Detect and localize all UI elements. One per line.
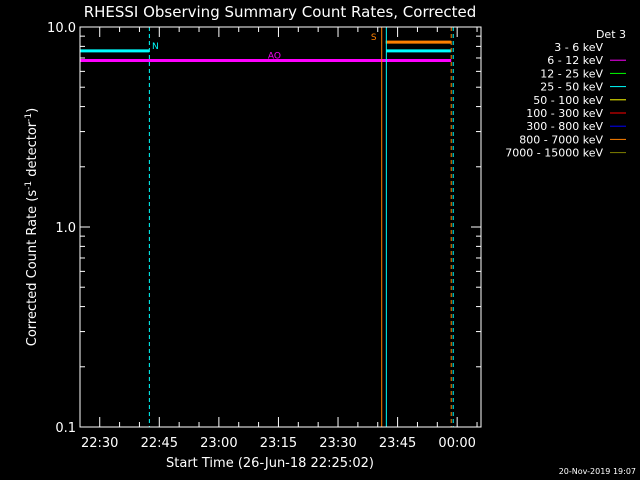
y-tick-label: 10.0 [47,21,76,36]
legend-label: 100 - 300 keV [526,107,603,120]
x-axis-label: Start Time (26-Jun-18 22:25:02) [166,456,374,471]
x-tick-label: 23:15 [260,436,297,451]
y-tick-label: 0.1 [55,421,76,436]
y-axis-label-part: Corrected Count Rate (s [25,190,40,347]
vline-layer [79,27,454,427]
legend-label: 300 - 800 keV [526,120,603,133]
legend-label: 7000 - 15000 keV [505,147,603,160]
annotation-label: S [371,33,377,43]
annotation-label: N [152,42,159,52]
y-tick-label: 1.0 [55,221,76,236]
axis-layer: 10.0 1.0 0.1 22:30 22:45 23:00 23:15 23:30 23:45… [47,21,481,451]
y-axis-label-superscript: -1 [24,113,34,122]
x-tick-label: 23:45 [379,436,416,451]
y-axis-label-superscript: -1 [24,181,34,190]
x-tick-label: 22:45 [141,436,178,451]
chart-title: RHESSI Observing Summary Count Rates, Co… [84,3,477,21]
legend-label: 3 - 6 keV [554,41,603,54]
footer-date: 20-Nov-2019 19:07 [559,467,636,476]
legend-label: 6 - 12 keV [547,54,603,67]
y-axis-label: Corrected Count Rate (s-1 detector-1) [24,108,40,346]
legend-title: Det 3 [596,28,626,41]
series-layer [80,40,452,62]
x-tick-label: 00:00 [438,436,475,451]
x-tick-label: 23:00 [200,436,237,451]
legend-label: 50 - 100 keV [533,94,603,107]
legend-label: 800 - 7000 keV [519,133,603,146]
legend-label: 12 - 25 keV [540,67,603,80]
x-tick-label: 22:30 [81,436,118,451]
legend-label: 25 - 50 keV [540,81,603,94]
annotation-layer: N AO S [152,33,377,61]
y-axis-label-part: detector [25,121,40,181]
annotation-label: AO [268,51,281,61]
x-tick-label: 23:30 [319,436,356,451]
y-axis-label-part: ) [25,108,40,113]
